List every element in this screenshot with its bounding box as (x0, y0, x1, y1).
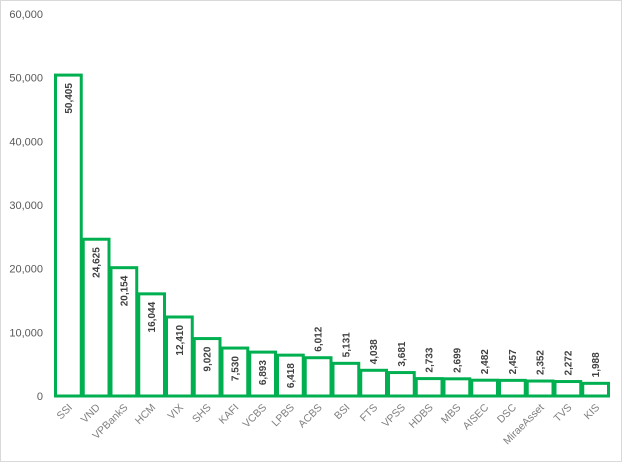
x-tick-label: KAFI (217, 402, 242, 427)
data-label: 2,457 (508, 349, 519, 374)
x-tick-label: VPSS (380, 402, 408, 430)
x-tick-label: FTS (358, 402, 381, 425)
y-tick-label: 10,000 (9, 327, 43, 339)
y-tick-label: 40,000 (9, 136, 43, 148)
data-label: 4,038 (369, 339, 380, 364)
y-tick-label: 60,000 (9, 9, 43, 21)
data-label: 9,020 (203, 346, 214, 371)
data-label: 1,988 (591, 352, 602, 377)
bar (442, 377, 472, 398)
x-tick-label: AISEC (460, 401, 491, 432)
data-label: 20,154 (119, 275, 130, 306)
bar (387, 371, 416, 398)
data-label: 2,352 (536, 350, 547, 375)
bar (359, 368, 388, 398)
bar (276, 353, 305, 398)
x-tick-label: VIX (166, 402, 186, 422)
bar (553, 380, 583, 398)
data-label: 6,012 (314, 326, 325, 351)
data-label: 7,530 (230, 356, 241, 381)
y-tick-label: 20,000 (9, 264, 43, 276)
bar (248, 350, 277, 398)
bar (331, 361, 361, 398)
x-tick-label: KIS (582, 402, 602, 422)
y-tick-label: 50,000 (9, 73, 43, 85)
data-label: 6,893 (258, 360, 269, 385)
data-label: 3,681 (397, 341, 408, 366)
bar (470, 378, 499, 398)
x-tick-label: VND (79, 401, 103, 425)
bar (498, 378, 527, 398)
x-tick-label: VCBS (241, 402, 270, 431)
y-tick-label: 30,000 (9, 200, 43, 212)
x-tick-label: TVS (552, 402, 575, 425)
x-tick-label: SSI (55, 402, 75, 422)
data-label: 16,044 (147, 301, 158, 332)
x-tick-label: MBS (439, 402, 464, 427)
x-tick-label: HDBS (407, 402, 436, 431)
bar (109, 266, 139, 398)
data-label: 5,131 (341, 332, 352, 357)
data-label: 24,625 (92, 247, 103, 278)
bar (192, 337, 222, 398)
data-label: 2,733 (425, 347, 436, 372)
data-label: 2,699 (452, 347, 463, 372)
x-tick-label: HCM (133, 402, 158, 427)
bar (137, 292, 166, 398)
data-label: 12,410 (175, 325, 186, 356)
x-tick-label: LPBS (270, 402, 297, 429)
bar (414, 377, 444, 398)
bar (525, 379, 555, 398)
data-label: 2,482 (480, 349, 491, 374)
data-label: 2,272 (563, 350, 574, 375)
bar (165, 315, 194, 398)
bar (303, 356, 333, 398)
x-tick-label: BSI (332, 402, 352, 422)
x-tick-label: SHS (190, 402, 214, 426)
x-tick-label: ACBS (296, 402, 325, 431)
bar (581, 381, 610, 398)
bar (220, 346, 250, 398)
bar (54, 73, 83, 398)
x-tick-label: DSC (495, 401, 519, 425)
data-label: 6,418 (286, 363, 297, 388)
y-tick-label: 0 (37, 391, 43, 403)
data-label: 50,405 (64, 83, 75, 114)
bar (81, 237, 111, 398)
